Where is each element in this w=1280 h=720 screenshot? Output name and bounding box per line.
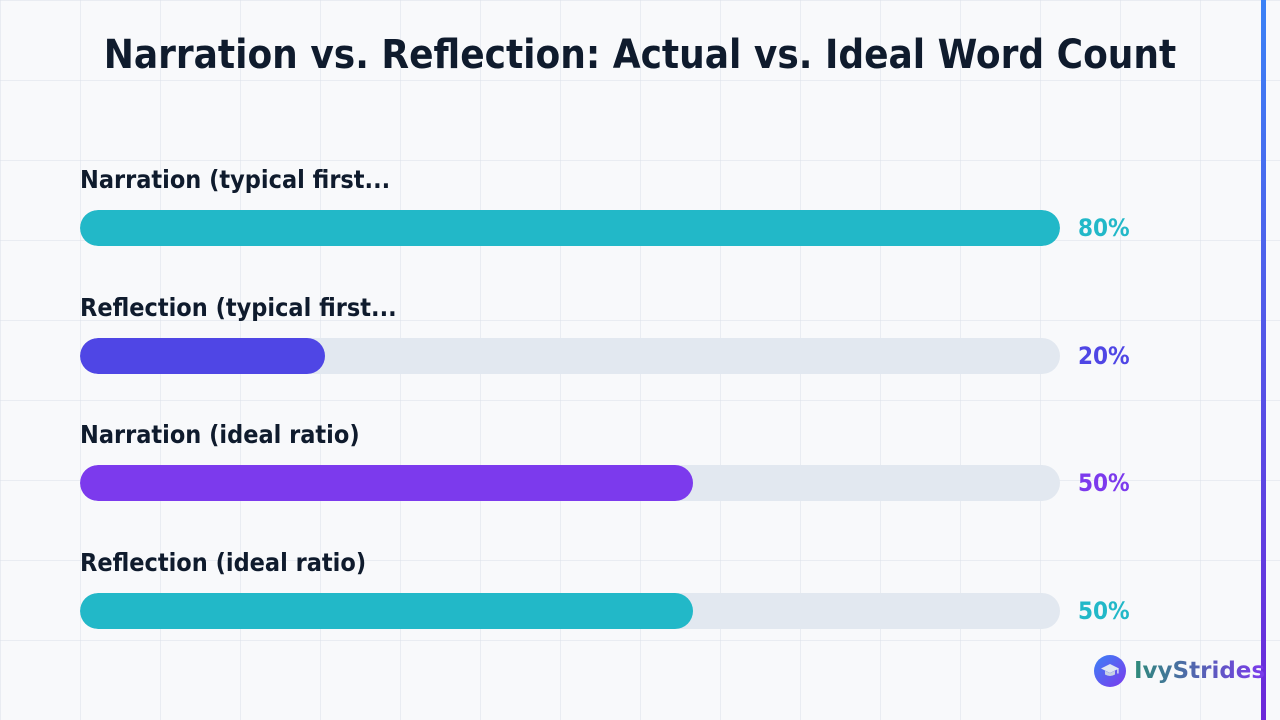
bar-label: Narration (ideal ratio) [80,420,360,449]
bar-chart: Narration (typical first... 80% Reflection… [80,0,1180,720]
bar-row: Reflection (typical first... 20% [80,292,1180,374]
bar-value-label: 50% [1078,596,1130,625]
bar-track [80,592,1060,629]
bar-label: Reflection (ideal ratio) [80,547,367,577]
bar-row: Narration (ideal ratio) 50% [80,419,1180,501]
bar-fill [80,465,693,501]
bar-value-label: 20% [1078,341,1130,370]
bar-value-label: 50% [1078,469,1130,497]
bar-value-label: 80% [1078,214,1130,242]
bar-fill [80,210,1060,246]
bar-fill [80,592,693,629]
bar-track [80,465,1060,501]
brand-name: IvyStrides [1134,658,1266,684]
bar-track [80,210,1060,246]
brand-logo: IvyStrides [1094,654,1265,688]
right-accent-bar [1261,0,1266,720]
bar-row: Reflection (ideal ratio) 50% [80,547,1180,629]
graduation-cap-icon [1094,655,1126,687]
bar-label: Reflection (typical first... [80,292,397,322]
bar-label: Narration (typical first... [80,165,391,194]
chart-title: Narration vs. Reflection: Actual vs. Ide… [103,32,1177,78]
bar-track [80,337,1060,374]
bar-row: Narration (typical first... 80% [80,164,1180,246]
bar-fill [80,337,325,374]
